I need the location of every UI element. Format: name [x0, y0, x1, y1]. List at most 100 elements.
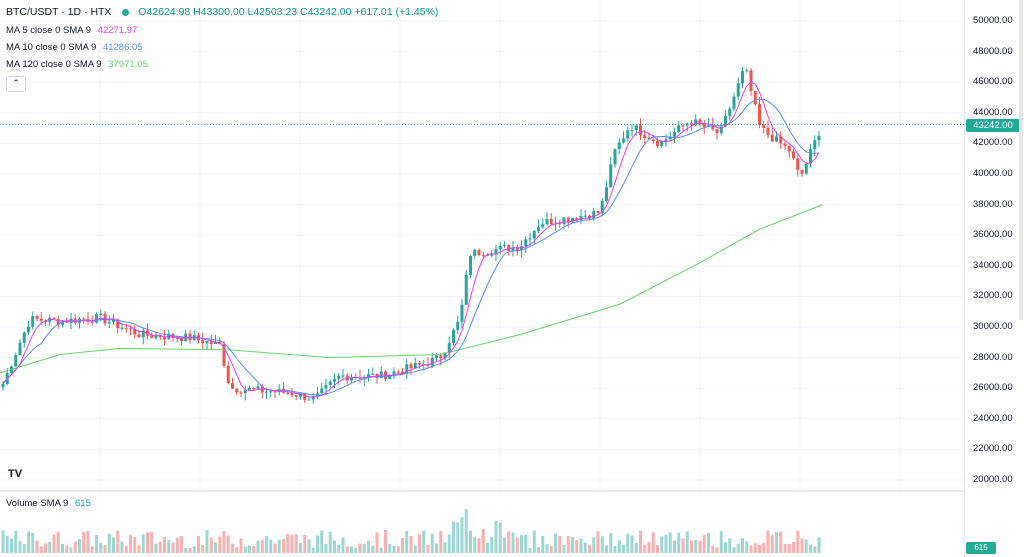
volume-bar [260, 539, 264, 553]
price-tick: 36000.00 [973, 229, 1013, 241]
volume-bar [265, 535, 268, 553]
candle-body [622, 138, 625, 143]
scrollbar[interactable] [1019, 0, 1023, 320]
indicator-ma120[interactable]: MA 120 close 0 SMA 9 37971.05 [6, 58, 148, 72]
price-tick: 42000.00 [973, 137, 1013, 149]
price-tick: 30000.00 [973, 321, 1013, 332]
candle-body [443, 352, 447, 359]
candle-body [222, 343, 226, 366]
volume-bar [490, 536, 494, 553]
volume-bar [749, 545, 753, 553]
volume-bar [418, 534, 421, 553]
volume-bar [758, 544, 761, 553]
volume-bar [345, 546, 349, 553]
candle-body [299, 393, 302, 397]
candle-body [265, 391, 268, 393]
candle-body [651, 139, 655, 142]
price-tick: 40000.00 [973, 168, 1013, 179]
candle-body [243, 390, 247, 394]
volume-bar [328, 531, 332, 553]
volume-bar [124, 545, 128, 553]
volume-bar [651, 532, 655, 553]
volume-bar [439, 530, 443, 553]
volume-bar [796, 530, 800, 553]
volume-bar [685, 531, 689, 553]
candle-body [188, 333, 192, 341]
volume-bar [201, 544, 205, 553]
candle-body [753, 90, 757, 105]
price-chart[interactable] [0, 0, 965, 557]
indicator-ma5[interactable]: MA 5 close 0 SMA 9 42271.97 [6, 24, 137, 38]
volume-bar [787, 543, 791, 553]
indicator-ma10[interactable]: MA 10 close 0 SMA 9 41286.05 [6, 41, 143, 55]
candle-body [719, 126, 723, 134]
candle-body [694, 119, 698, 125]
volume-bar [290, 534, 294, 553]
volume-bar [294, 534, 298, 553]
ma10-line [2, 98, 819, 396]
price-tick: 20000.00 [973, 474, 1013, 485]
candle-body [592, 211, 596, 219]
candle-body [447, 343, 451, 353]
volume-bar [677, 532, 681, 553]
volume-bar [554, 533, 557, 553]
candle-body [804, 163, 808, 174]
candle-body [337, 375, 341, 379]
volume-bar [732, 547, 736, 553]
candle-body [613, 149, 617, 165]
candle-body [558, 223, 562, 225]
indicator-name: MA 10 close 0 SMA 9 [6, 42, 97, 53]
volume-bar [460, 517, 464, 553]
symbol-interval[interactable]: 1D [67, 6, 82, 18]
candle-body [515, 247, 519, 251]
volume-bar [524, 534, 528, 553]
volume-bar [656, 545, 659, 553]
candle-body [209, 341, 213, 345]
volume-bar [14, 530, 18, 553]
volume-bar [775, 532, 778, 553]
volume-bar [609, 533, 613, 553]
candle-body [473, 249, 477, 256]
volume-bar [167, 539, 171, 553]
candle-body [158, 335, 162, 338]
volume-bar [792, 542, 795, 553]
price-tick: 24000.00 [973, 412, 1013, 424]
candle-body [409, 364, 413, 369]
candle-body [124, 327, 128, 329]
volume-legend[interactable]: Volume SMA 9 615 [6, 497, 91, 511]
volume-bar [341, 537, 345, 553]
candle-body [324, 384, 328, 389]
candle-body [503, 245, 506, 247]
volume-bar [413, 545, 417, 553]
volume-bar [673, 540, 676, 553]
candle-body [341, 375, 345, 377]
volume-bar [498, 522, 502, 553]
symbol-pair[interactable]: BTC/USDT [6, 6, 59, 18]
candle-body [469, 255, 472, 275]
indicator-value: 42271.97 [97, 25, 138, 36]
volume-bar [137, 545, 141, 553]
volume-bar [486, 542, 489, 553]
volume-bar [218, 536, 222, 553]
volume-bar [333, 540, 336, 553]
volume-bar [384, 530, 387, 553]
volume-bar [192, 546, 196, 553]
volume-bar [664, 534, 668, 553]
candle-body [796, 158, 800, 170]
volume-bar [307, 539, 311, 553]
tradingview-logo[interactable]: TV [8, 468, 23, 480]
candle-body [477, 249, 481, 256]
price-axis[interactable]: 50000.00 48000.00 46000.00 44000.00 42000.00… [965, 0, 1024, 557]
symbol-exchange: HTX [90, 6, 112, 18]
volume-bar [575, 540, 579, 553]
volume-bar [252, 545, 256, 553]
candle-body [154, 335, 158, 338]
volume-bar [205, 530, 209, 553]
candle-body [22, 332, 26, 343]
candle-body [460, 304, 464, 322]
candle-body [537, 227, 540, 231]
volume-bar [634, 543, 638, 553]
volume-bar [741, 538, 744, 553]
collapse-legend-button[interactable]: ⌃ [6, 76, 26, 92]
